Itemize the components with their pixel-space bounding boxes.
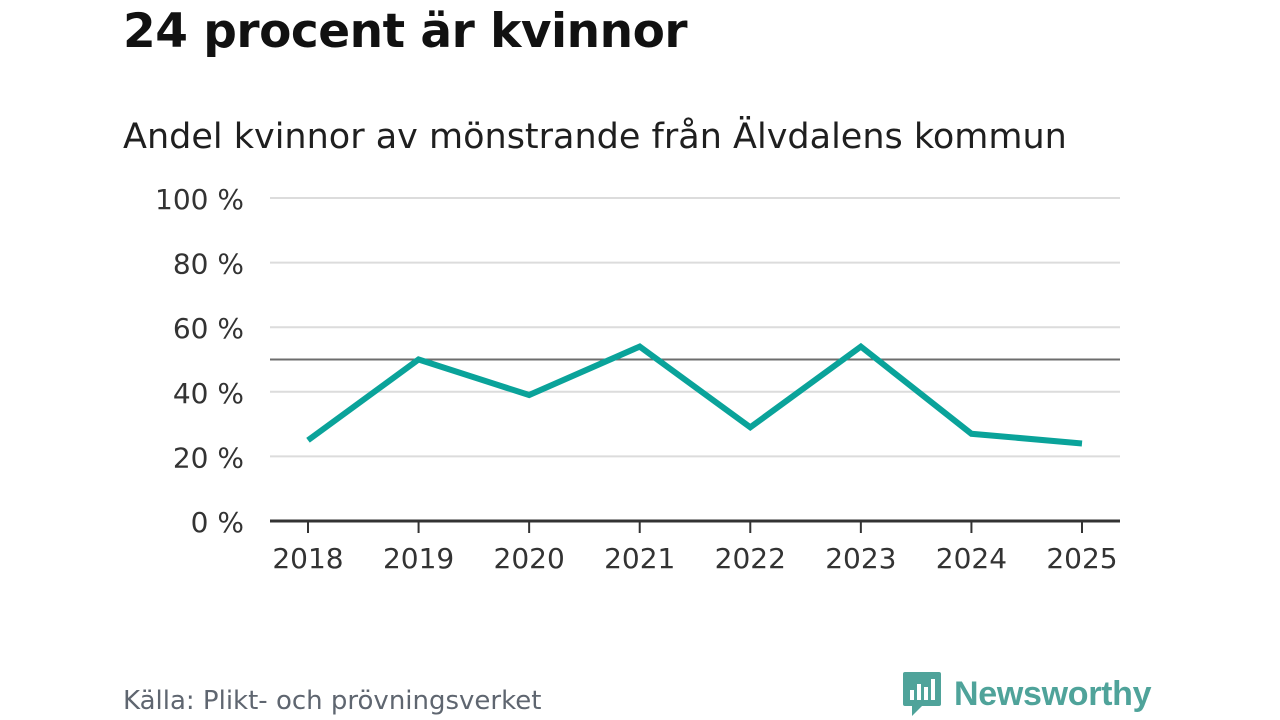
x-tick-label: 2019 (383, 542, 454, 575)
y-tick-label: 80 % (173, 248, 244, 281)
x-tick-label: 2022 (715, 542, 786, 575)
series-group (306, 342, 1083, 447)
y-tick-label: 100 % (155, 183, 244, 216)
y-axis-tick-labels: 0 % 20 % 40 % 60 % 80 % 100 % (155, 183, 244, 539)
page-title: 24 procent är kvinnor (123, 4, 688, 59)
x-tick-label: 2018 (272, 542, 343, 575)
y-tick-label: 0 % (191, 506, 244, 539)
brand-logo: Newsworthy (902, 670, 1152, 718)
y-tick-label: 20 % (173, 441, 244, 474)
source-note: Källa: Plikt- och prövningsverket (123, 686, 542, 716)
brand-name: Newsworthy (954, 674, 1152, 713)
series-line-0 (306, 342, 1083, 447)
x-tick-label: 2021 (604, 542, 675, 575)
x-axis: 2018 2019 2020 2021 2022 2023 2024 2025 (270, 519, 1120, 575)
y-tick-label: 60 % (173, 312, 244, 345)
newsworthy-logo-icon (903, 672, 941, 716)
x-tick-label: 2025 (1046, 542, 1117, 575)
x-tick-label: 2024 (936, 542, 1007, 575)
chart-subtitle: Andel kvinnor av mönstrande från Älvdale… (123, 117, 1067, 157)
grid-lines (270, 197, 1120, 458)
y-tick-label: 40 % (173, 377, 244, 410)
x-tick-label: 2020 (494, 542, 565, 575)
x-tick-label: 2023 (825, 542, 896, 575)
